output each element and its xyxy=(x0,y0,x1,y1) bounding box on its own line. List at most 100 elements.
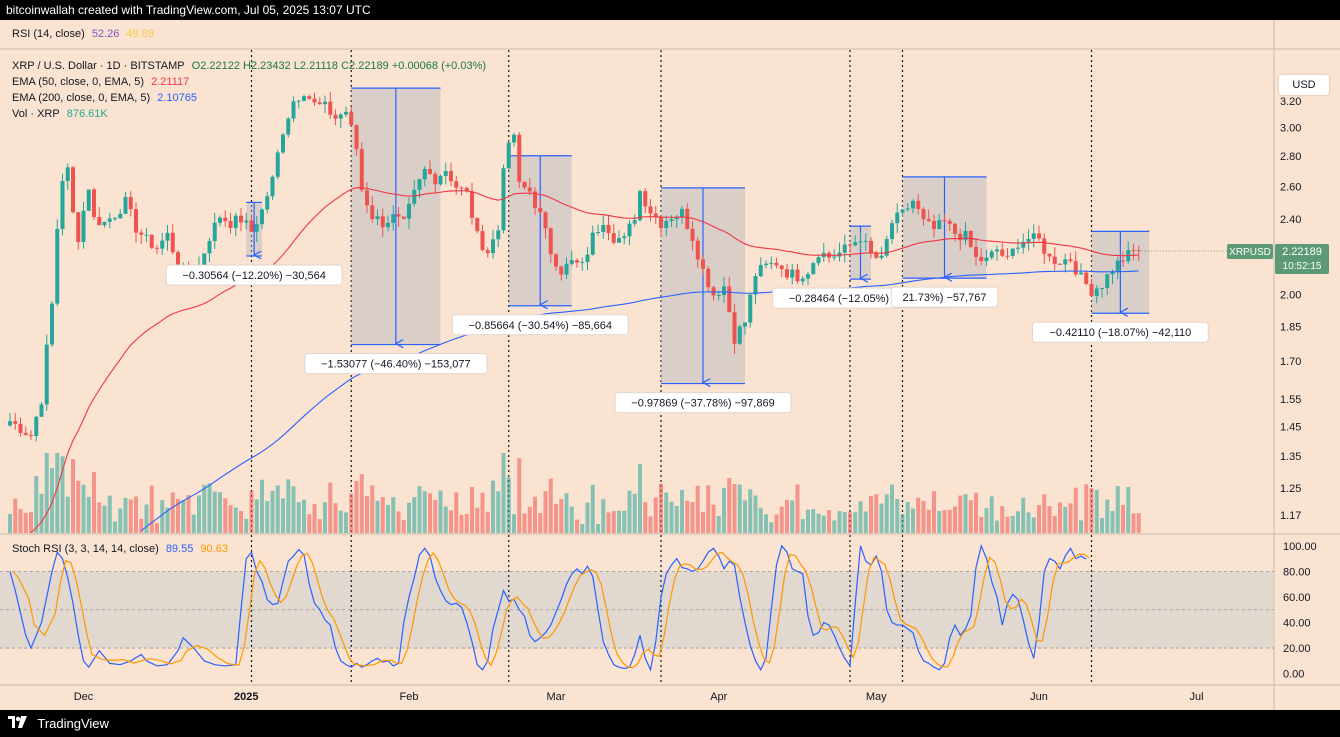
candle-body[interactable] xyxy=(375,216,380,220)
candle-body[interactable] xyxy=(113,218,117,220)
candle-body[interactable] xyxy=(758,265,763,277)
candle-body[interactable] xyxy=(732,312,737,344)
candle-body[interactable] xyxy=(65,167,70,182)
candle-body[interactable] xyxy=(149,234,154,248)
candle-body[interactable] xyxy=(548,228,553,255)
candle-body[interactable] xyxy=(575,260,579,263)
candle-body[interactable] xyxy=(564,263,569,275)
candle-body[interactable] xyxy=(1084,272,1089,284)
candle-body[interactable] xyxy=(265,196,270,210)
measurement-label-box[interactable] xyxy=(890,286,999,308)
candle-body[interactable] xyxy=(1005,255,1010,257)
candle-body[interactable] xyxy=(1021,241,1026,248)
candle-body[interactable] xyxy=(50,303,54,345)
candle-body[interactable] xyxy=(228,221,233,228)
candle-body[interactable] xyxy=(842,244,847,253)
candle-body[interactable] xyxy=(795,269,800,282)
candle-body[interactable] xyxy=(643,191,648,207)
candle-body[interactable] xyxy=(701,259,705,269)
candle-body[interactable] xyxy=(685,208,690,229)
candle-body[interactable] xyxy=(365,190,369,206)
ema200-line[interactable] xyxy=(140,270,1139,532)
candle-body[interactable] xyxy=(144,234,149,236)
candle-body[interactable] xyxy=(512,134,516,143)
candle-body[interactable] xyxy=(1089,283,1094,296)
ema50-line[interactable] xyxy=(30,187,1139,534)
candle-body[interactable] xyxy=(417,179,422,190)
candle-body[interactable] xyxy=(412,189,417,204)
candle-body[interactable] xyxy=(1100,288,1104,290)
candle-body[interactable] xyxy=(354,125,359,150)
candle-body[interactable] xyxy=(323,101,327,105)
candle-body[interactable] xyxy=(932,221,936,230)
candle-body[interactable] xyxy=(81,210,86,243)
candle-body[interactable] xyxy=(396,214,401,217)
candle-body[interactable] xyxy=(727,286,732,313)
candle-body[interactable] xyxy=(239,215,243,223)
candle-body[interactable] xyxy=(974,246,978,257)
candle-body[interactable] xyxy=(1073,261,1078,275)
candle-body[interactable] xyxy=(874,253,879,258)
chart-frame[interactable]: −0.30564 (−12.20%) −30,564 −1.53077 (−46.… xyxy=(0,20,1340,710)
candle-body[interactable] xyxy=(706,268,711,288)
candle-body[interactable] xyxy=(464,187,469,192)
candle-body[interactable] xyxy=(779,265,784,270)
candle-body[interactable] xyxy=(123,197,128,214)
candle-body[interactable] xyxy=(811,263,816,275)
candle-body[interactable] xyxy=(223,217,228,222)
candle-body[interactable] xyxy=(244,220,249,223)
candle-body[interactable] xyxy=(1110,271,1115,275)
candle-body[interactable] xyxy=(911,200,915,209)
candle-body[interactable] xyxy=(737,326,742,344)
candle-body[interactable] xyxy=(816,257,821,264)
candle-body[interactable] xyxy=(475,217,480,232)
candle-body[interactable] xyxy=(942,220,947,222)
measurement-label-box[interactable] xyxy=(304,353,488,375)
candle-body[interactable] xyxy=(333,114,338,119)
stoch-d-line[interactable] xyxy=(12,551,1090,669)
candle-body[interactable] xyxy=(155,247,159,249)
candle-body[interactable] xyxy=(13,421,18,424)
candle-body[interactable] xyxy=(207,241,212,254)
candle-body[interactable] xyxy=(491,239,495,254)
candle-body[interactable] xyxy=(428,168,432,174)
candle-body[interactable] xyxy=(926,219,931,222)
candle-body[interactable] xyxy=(407,203,411,219)
candle-body[interactable] xyxy=(291,101,296,119)
candle-body[interactable] xyxy=(29,434,33,436)
candle-body[interactable] xyxy=(86,189,91,211)
candle-body[interactable] xyxy=(76,212,81,243)
candle-body[interactable] xyxy=(832,256,837,258)
candle-body[interactable] xyxy=(648,206,653,214)
candle-body[interactable] xyxy=(638,191,642,221)
candle-body[interactable] xyxy=(585,254,590,262)
candle-body[interactable] xyxy=(270,176,275,197)
candle-body[interactable] xyxy=(1016,247,1020,249)
candle-body[interactable] xyxy=(611,233,616,243)
candle-body[interactable] xyxy=(212,222,217,242)
stoch-k-line[interactable] xyxy=(9,543,1087,672)
candle-body[interactable] xyxy=(1079,272,1083,275)
candle-body[interactable] xyxy=(1026,238,1031,242)
candle-body[interactable] xyxy=(349,111,354,126)
candle-body[interactable] xyxy=(176,252,180,269)
candle-body[interactable] xyxy=(1121,260,1125,262)
candle-body[interactable] xyxy=(853,242,858,246)
candle-body[interactable] xyxy=(1037,233,1041,239)
candle-body[interactable] xyxy=(302,96,306,101)
candle-body[interactable] xyxy=(995,249,999,252)
candle-body[interactable] xyxy=(344,111,348,115)
candle-body[interactable] xyxy=(286,118,291,135)
candle-body[interactable] xyxy=(1094,288,1099,296)
candle-body[interactable] xyxy=(401,216,406,219)
candle-body[interactable] xyxy=(848,244,852,246)
measurement-label-box[interactable] xyxy=(614,392,792,414)
candle-body[interactable] xyxy=(1047,253,1052,257)
candle-body[interactable] xyxy=(470,191,474,218)
candle-body[interactable] xyxy=(569,260,574,264)
candle-body[interactable] xyxy=(937,220,942,230)
price-tag[interactable] xyxy=(1275,243,1329,274)
candle-body[interactable] xyxy=(8,421,12,426)
candle-body[interactable] xyxy=(296,100,301,102)
stoch-label[interactable]: Stoch RSI (3, 3, 14, 14, close) xyxy=(12,543,159,555)
